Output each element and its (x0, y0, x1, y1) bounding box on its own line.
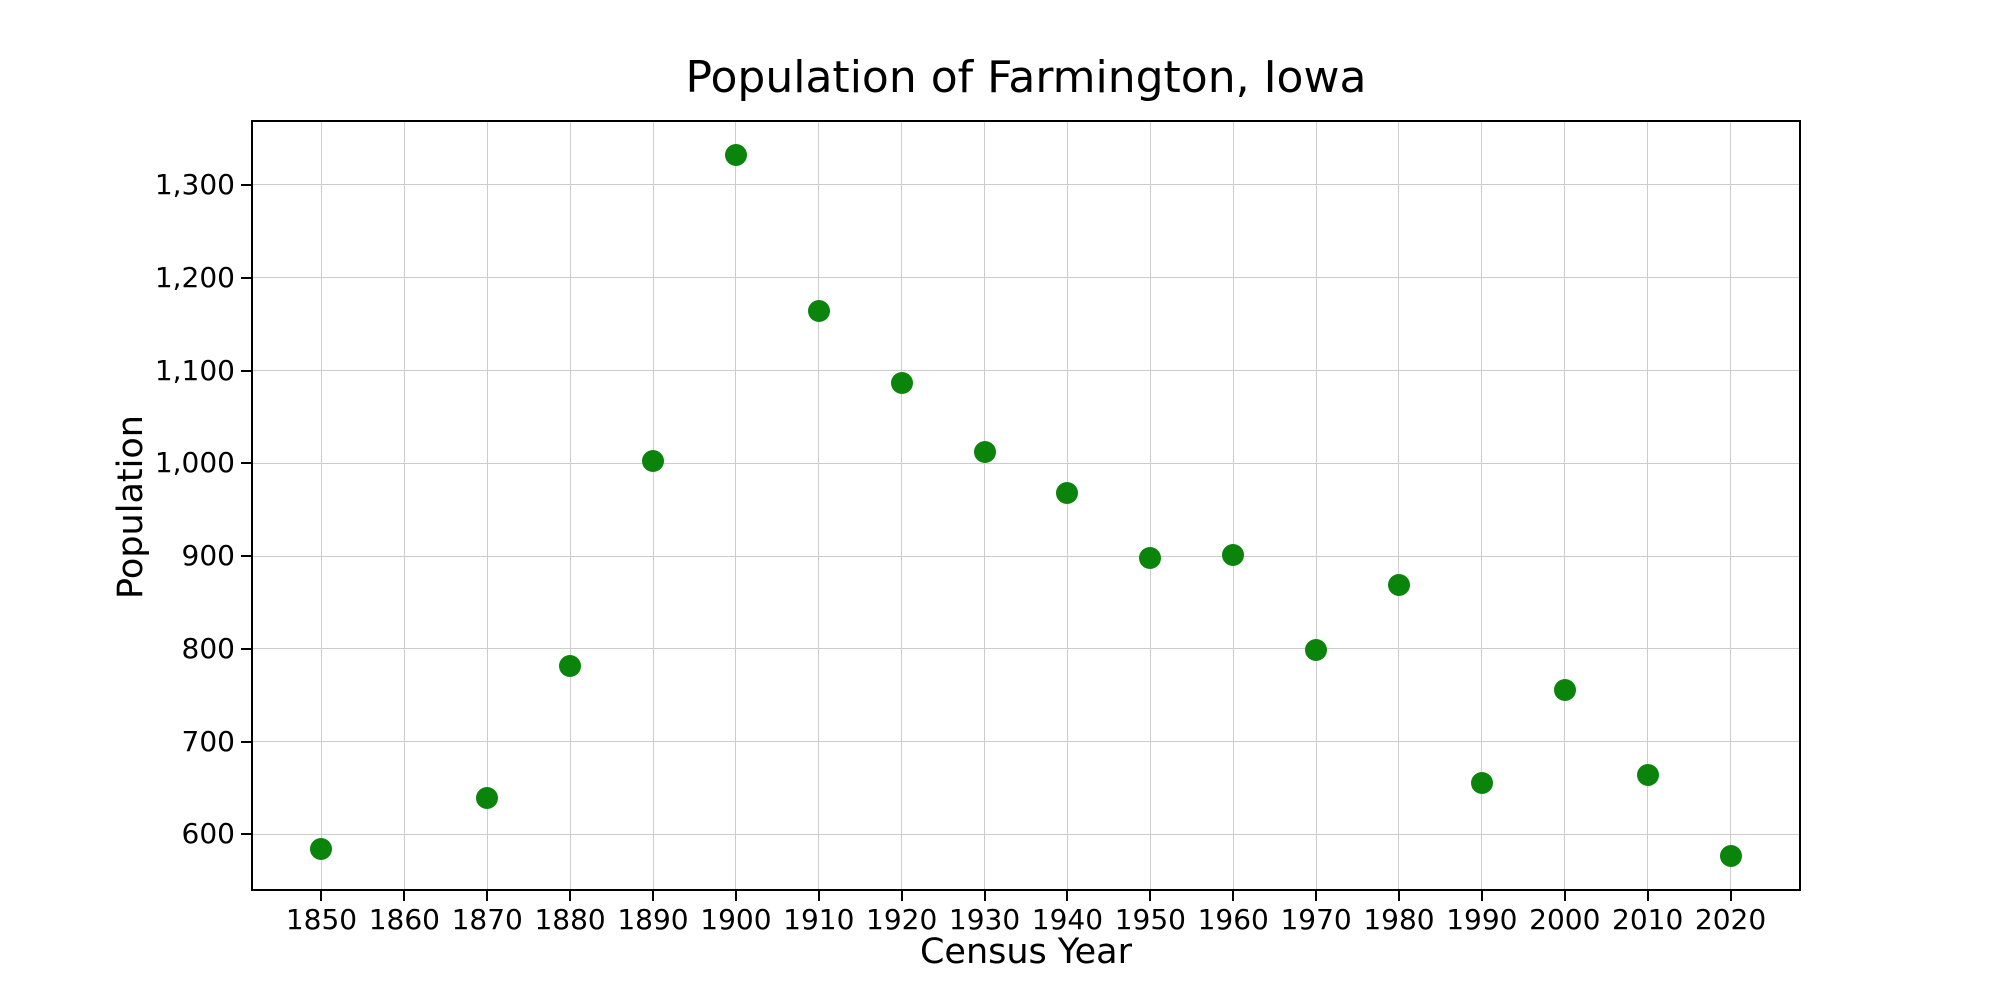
x-gridline (1232, 120, 1234, 891)
x-tick-label: 1970 (1280, 903, 1352, 936)
data-point (890, 372, 913, 395)
x-tick-mark (1232, 891, 1235, 901)
x-gridline (1398, 120, 1400, 891)
x-tick-mark (983, 891, 986, 901)
y-gridline (251, 277, 1801, 279)
x-tick-label: 1860 (368, 903, 440, 936)
x-axis-label: Census Year (919, 932, 1133, 972)
data-point (476, 787, 499, 810)
x-gridline (569, 120, 571, 891)
x-tick-mark (320, 891, 323, 901)
x-tick-label: 1900 (700, 903, 772, 936)
x-tick-label: 2020 (1694, 903, 1767, 936)
x-tick-label: 1930 (948, 903, 1021, 936)
x-gridline (652, 120, 654, 891)
x-tick-mark (1480, 891, 1483, 901)
x-tick-mark (1066, 891, 1069, 901)
x-gridline (1149, 120, 1151, 891)
x-gridline (1315, 120, 1317, 891)
x-tick-label: 1920 (866, 903, 938, 936)
data-point (1470, 772, 1493, 795)
x-gridline (1564, 120, 1566, 891)
x-gridline (1730, 120, 1732, 891)
data-point (1056, 481, 1079, 504)
y-gridline (251, 833, 1801, 835)
y-gridline (251, 370, 1801, 371)
y-tick-label: 900 (181, 539, 235, 573)
data-point (1387, 573, 1410, 596)
y-tick-mark (241, 740, 251, 743)
y-tick-label: 700 (181, 724, 235, 758)
y-gridline (251, 741, 1801, 743)
x-tick-mark (486, 891, 489, 901)
data-point (973, 441, 996, 464)
x-tick-label: 1850 (285, 903, 358, 936)
x-tick-mark (403, 891, 406, 901)
data-point (310, 838, 333, 861)
x-tick-label: 2000 (1529, 903, 1601, 936)
data-point (1222, 544, 1245, 567)
x-gridline (735, 120, 737, 891)
x-tick-label: 1950 (1114, 903, 1186, 936)
x-tick-label: 1890 (617, 903, 689, 936)
x-gridline (403, 120, 405, 891)
data-point (1719, 844, 1742, 867)
x-tick-label: 1940 (1031, 903, 1104, 936)
x-tick-label: 1880 (534, 903, 606, 936)
x-tick-label: 1960 (1197, 903, 1269, 936)
x-tick-label: 1870 (451, 903, 523, 936)
x-gridline (320, 120, 322, 891)
plot-border (251, 120, 1801, 891)
y-tick-mark (241, 462, 251, 465)
y-tick-label: 1,300 (154, 167, 235, 201)
x-gridline (1066, 120, 1068, 891)
x-tick-mark (1729, 891, 1732, 901)
y-gridline (251, 184, 1801, 186)
x-gridline (1481, 120, 1483, 891)
y-gridline (251, 648, 1801, 650)
chart-title: Population of Farmington, Iowa (685, 52, 1367, 103)
y-tick-mark (241, 647, 251, 650)
x-tick-mark (900, 891, 903, 901)
data-point (1139, 546, 1162, 569)
data-point (642, 450, 664, 473)
y-tick-mark (241, 183, 251, 186)
y-tick-mark (241, 276, 251, 279)
data-point (559, 655, 582, 678)
x-tick-label: 1910 (783, 903, 855, 936)
data-point (1553, 678, 1576, 701)
data-point (724, 144, 747, 167)
x-tick-label: 1980 (1363, 903, 1435, 936)
y-tick-label: 1,100 (154, 353, 235, 387)
y-gridline (251, 462, 1801, 464)
y-tick-label: 800 (181, 631, 235, 665)
x-tick-mark (1315, 891, 1318, 901)
x-gridline (984, 120, 986, 891)
x-tick-mark (1563, 891, 1566, 901)
x-tick-label: 1990 (1446, 903, 1518, 936)
y-tick-mark (241, 833, 251, 836)
x-tick-mark (1397, 891, 1400, 901)
x-gridline (901, 120, 903, 891)
x-gridline (818, 120, 820, 891)
x-tick-mark (652, 891, 654, 901)
data-point (807, 300, 830, 323)
x-gridline (1647, 120, 1649, 891)
x-tick-mark (1149, 891, 1152, 901)
data-point (1636, 764, 1659, 787)
y-tick-label: 1,200 (154, 260, 235, 294)
y-tick-label: 1,000 (154, 446, 235, 480)
y-tick-mark (241, 369, 251, 372)
x-tick-label: 2010 (1612, 903, 1684, 936)
x-tick-mark (817, 891, 820, 901)
x-tick-mark (1646, 891, 1649, 901)
x-tick-mark (569, 891, 572, 901)
data-point (1305, 638, 1328, 661)
x-gridline (486, 120, 488, 891)
y-tick-mark (241, 555, 251, 558)
y-tick-label: 600 (181, 817, 235, 851)
y-gridline (251, 555, 1801, 557)
x-tick-mark (734, 891, 737, 901)
